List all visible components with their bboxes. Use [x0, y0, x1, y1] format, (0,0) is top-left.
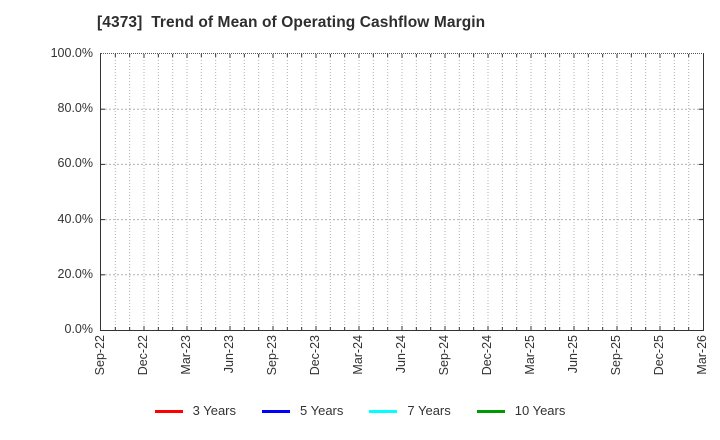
legend-item-10-years: 10 Years	[476, 403, 566, 419]
x-tick-label: Mar-23	[178, 335, 193, 375]
x-tick-label: Jun-23	[221, 335, 236, 374]
x-tick-label: Dec-23	[307, 335, 322, 376]
legend-line-icon	[476, 409, 505, 413]
y-tick-label: 0.0%	[64, 322, 94, 336]
x-tick-label: Dec-25	[651, 335, 666, 376]
legend-label: 10 Years	[514, 403, 566, 418]
legend-item-5-years: 5 Years	[262, 403, 343, 419]
y-tick-label: 20.0%	[57, 266, 93, 281]
legend-line-icon	[369, 409, 398, 413]
legend-line-icon	[262, 409, 290, 413]
legend: 3 Years 5 Years 7 Years 10 Years	[0, 403, 720, 419]
plot-area	[100, 53, 704, 331]
x-tick-label: Mar-26	[694, 335, 709, 375]
legend-label: 7 Years	[407, 403, 451, 418]
x-tick-label: Jun-25	[565, 335, 580, 374]
y-tick-label: 40.0%	[57, 211, 93, 226]
chart-title: [4373] Trend of Mean of Operating Cashfl…	[97, 14, 486, 31]
x-tick-label: Sep-25	[608, 335, 623, 376]
x-tick-label: Mar-24	[350, 335, 365, 375]
x-tick-label: Dec-24	[479, 335, 494, 376]
legend-label: 3 Years	[192, 403, 236, 418]
legend-line-icon	[154, 409, 183, 413]
legend-item-3-years: 3 Years	[154, 403, 236, 419]
x-tick-label: Sep-22	[92, 335, 107, 376]
grid-lines	[101, 54, 703, 330]
legend-item-7-years: 7 Years	[369, 403, 451, 419]
x-tick-label: Dec-22	[135, 335, 150, 376]
x-tick-label: Mar-25	[522, 335, 537, 375]
x-tick-label: Sep-23	[264, 335, 279, 376]
x-tick-label: Jun-24	[393, 335, 408, 374]
y-tick-label: 80.0%	[57, 101, 93, 116]
y-tick-label: 100.0%	[50, 46, 93, 60]
legend-label: 5 Years	[300, 403, 344, 418]
y-tick-label: 60.0%	[57, 156, 93, 171]
x-tick-label: Sep-24	[436, 335, 451, 376]
